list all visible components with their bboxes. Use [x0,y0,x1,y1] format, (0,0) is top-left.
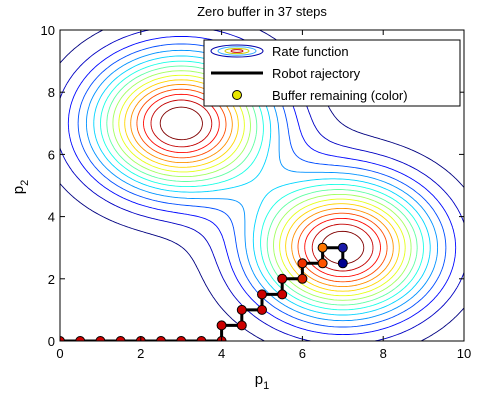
legend-label-rate-function: Rate function [272,44,349,59]
trajectory-point-7 [176,336,187,341]
legend-item-rate-function: Rate function [210,44,349,59]
trajectory-point-1 [60,336,65,341]
y-tick-label-3: 6 [48,147,55,162]
plot-frame [59,29,465,342]
y-axis: 0 2 4 6 8 10 [41,23,464,349]
trajectory-point-18 [297,258,308,269]
trajectory-point-17 [297,273,308,284]
y-tick-label-4: 8 [48,85,55,100]
trajectory-point-15 [277,289,288,300]
legend-item-robot-trajectory: Robot rajectory [211,66,361,81]
trajectory-point-14 [257,289,267,300]
robot-trajectory [60,242,348,341]
trajectory-point-3 [95,336,106,341]
legend-label-robot-trajectory: Robot rajectory [272,66,361,81]
x-tick-label-4: 8 [380,346,387,361]
trajectory-point-8 [196,336,207,341]
y-tick-label-0: 0 [48,334,55,349]
chart-title: Zero buffer in 37 steps [197,4,327,19]
y-axis-label-subscript: 2 [19,180,31,186]
y-axis-label-base: p [10,186,27,194]
trajectory-point-20 [317,242,328,253]
x-tick-label-0: 0 [56,346,63,361]
y-axis-label: p2 [10,180,31,194]
trajectory-point-2 [75,336,86,341]
contour-line-14 [143,93,381,278]
x-axis-label-base: p [255,371,263,388]
trajectory-point-10 [216,320,227,331]
trajectory-point-11 [236,320,247,331]
trajectory-point-12 [236,304,247,315]
y-tick-label-2: 4 [48,210,55,225]
trajectory-point-4 [115,336,126,341]
contour-line-8 [106,65,418,306]
contour-line-10 [118,74,406,297]
x-tick-label-2: 4 [218,346,225,361]
trajectory-point-16 [277,273,288,284]
y-tick-label-1: 2 [48,272,55,287]
x-axis-label-subscript: 1 [263,380,269,392]
trajectory-line [60,246,345,341]
trajectory-point-19 [317,258,328,269]
contour-line-5 [85,49,439,322]
contour-line-7 [100,60,424,311]
trajectory-point-22 [337,258,348,269]
x-tick-label-1: 2 [137,346,144,361]
legend-item-buffer-remaining: Buffer remaining (color) [232,88,408,103]
legend: Rate function Robot rajectory Buffer rem… [203,39,461,107]
x-axis: 0 2 4 6 8 10 [56,30,471,361]
x-tick-label-3: 6 [299,346,306,361]
x-axis-label: p1 [255,371,269,392]
contour-line-12 [130,83,394,288]
trajectory-point-13 [257,304,267,315]
legend-label-buffer-remaining: Buffer remaining (color) [272,88,408,103]
trajectory-point-6 [156,336,166,341]
trajectory-point-21 [337,242,348,253]
x-tick-label-5: 10 [457,346,471,361]
rate-function-contours [60,30,464,341]
legend-dot-icon [232,90,242,100]
y-tick-label-5: 10 [41,23,55,38]
legend-contour-ellipse-icon [210,44,264,58]
contour-line-16 [159,106,365,265]
